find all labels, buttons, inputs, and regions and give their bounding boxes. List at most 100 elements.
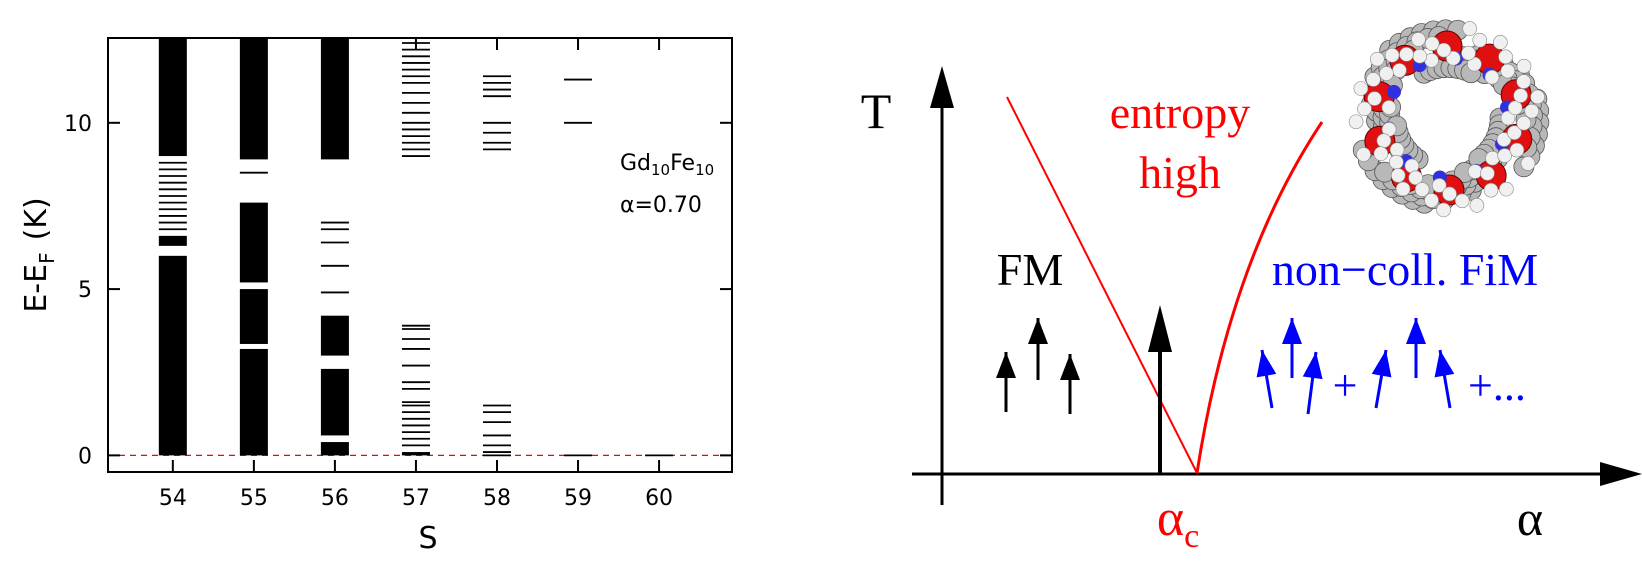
atom bbox=[1498, 49, 1513, 65]
annotation-formula: Gd10Fe10 bbox=[620, 151, 714, 179]
spin-arrowhead bbox=[1060, 354, 1080, 380]
x-tick-label: 59 bbox=[564, 486, 592, 511]
spin-arrowhead bbox=[1371, 350, 1392, 378]
element: Gd bbox=[620, 151, 651, 176]
critical-label: αc bbox=[1157, 490, 1199, 555]
atom bbox=[1484, 69, 1500, 85]
atom bbox=[1516, 58, 1532, 74]
plus: + bbox=[1333, 361, 1358, 410]
x-tick-label: 56 bbox=[321, 486, 349, 511]
level-band bbox=[320, 38, 349, 160]
element: Fe bbox=[670, 151, 695, 176]
level-band bbox=[239, 202, 268, 283]
arrowhead bbox=[1148, 305, 1172, 352]
y-label-sub: F bbox=[35, 252, 59, 264]
atom bbox=[1399, 47, 1414, 62]
atom bbox=[1384, 47, 1400, 63]
spin-arrowhead bbox=[1406, 318, 1426, 344]
atom bbox=[1462, 21, 1477, 36]
plus-more: +... bbox=[1468, 361, 1526, 410]
atom bbox=[1520, 156, 1536, 171]
region-label: entropy bbox=[1110, 87, 1251, 138]
x-tick-label: 58 bbox=[483, 486, 511, 511]
atom bbox=[1373, 146, 1389, 162]
atom bbox=[1516, 74, 1531, 89]
phase-boundary bbox=[1195, 121, 1324, 474]
atom bbox=[1408, 170, 1423, 186]
level-chart: S E-EF(K) Gd10Fe10 α=0.70 54 55 56 57 58 59 60… bbox=[19, 37, 733, 556]
atom bbox=[1424, 193, 1439, 208]
x-axis-label: S bbox=[418, 521, 437, 556]
critical-main: α bbox=[1157, 490, 1184, 547]
y-label-main: E-E bbox=[19, 264, 54, 313]
critical-sub: c bbox=[1184, 518, 1199, 555]
level-band bbox=[239, 289, 268, 344]
atom bbox=[1414, 182, 1430, 197]
x-tick-label: 60 bbox=[645, 486, 673, 511]
atom bbox=[1507, 125, 1522, 140]
atom bbox=[1469, 198, 1485, 213]
atom bbox=[1395, 181, 1411, 197]
atom bbox=[1411, 32, 1426, 47]
y-tick-label: 10 bbox=[64, 112, 92, 137]
level-band bbox=[158, 255, 187, 456]
level-band bbox=[239, 348, 268, 456]
atom bbox=[1485, 150, 1500, 166]
atom bbox=[1507, 100, 1523, 116]
region-label: high bbox=[1139, 147, 1221, 198]
atom bbox=[1500, 63, 1516, 79]
atom bbox=[1424, 36, 1440, 51]
level-band bbox=[158, 235, 187, 246]
atom bbox=[1353, 81, 1369, 96]
phase-diagram: T α αc entropy high FM non−coll. FiM + +… bbox=[861, 19, 1642, 555]
atom bbox=[1497, 148, 1512, 163]
count: 10 bbox=[651, 161, 670, 179]
atom bbox=[1513, 88, 1528, 103]
atom bbox=[1436, 42, 1452, 58]
atom bbox=[1381, 100, 1397, 115]
t-label: T bbox=[861, 83, 892, 139]
atom bbox=[1431, 178, 1447, 193]
atom bbox=[1461, 45, 1476, 61]
spin-arrowhead bbox=[1434, 350, 1455, 378]
atom bbox=[1472, 32, 1488, 48]
atom bbox=[1389, 142, 1405, 158]
arrowhead bbox=[1600, 462, 1642, 486]
spin-arrowhead bbox=[1282, 318, 1302, 344]
atom bbox=[1412, 48, 1428, 64]
y-label-unit: (K) bbox=[19, 197, 54, 240]
atom bbox=[1454, 193, 1470, 209]
atom bbox=[1366, 72, 1381, 87]
spin-arrowhead bbox=[1256, 350, 1277, 378]
atom bbox=[1386, 84, 1401, 99]
atom bbox=[1389, 154, 1404, 170]
atom bbox=[1446, 50, 1461, 66]
y-tick-label: 5 bbox=[78, 278, 92, 303]
atom bbox=[1516, 115, 1532, 131]
y-axis-label: E-EF (K) bbox=[19, 197, 59, 312]
atom bbox=[1500, 110, 1516, 126]
region-label: non−coll. FiM bbox=[1272, 244, 1538, 295]
spin-arrowhead bbox=[1302, 352, 1323, 380]
atom bbox=[1392, 63, 1407, 78]
spin-arrowhead bbox=[996, 352, 1016, 378]
y-axis-label-text: E-EF (K) bbox=[19, 197, 59, 312]
molecule-image bbox=[1348, 19, 1550, 218]
spin-arrowhead bbox=[1028, 318, 1048, 344]
atom bbox=[1369, 51, 1385, 67]
atom bbox=[1367, 91, 1382, 106]
atom bbox=[1493, 35, 1508, 50]
atom bbox=[1467, 164, 1483, 179]
level-band bbox=[320, 315, 349, 356]
atom bbox=[1509, 142, 1525, 158]
atom bbox=[1480, 166, 1495, 181]
atom bbox=[1348, 114, 1364, 130]
atom bbox=[1357, 101, 1372, 117]
count: 10 bbox=[695, 161, 714, 179]
atom bbox=[1524, 103, 1540, 119]
atom bbox=[1483, 182, 1499, 198]
atom bbox=[1499, 181, 1514, 197]
phase-boundary bbox=[1006, 96, 1198, 474]
x-tick-label: 54 bbox=[159, 486, 187, 511]
